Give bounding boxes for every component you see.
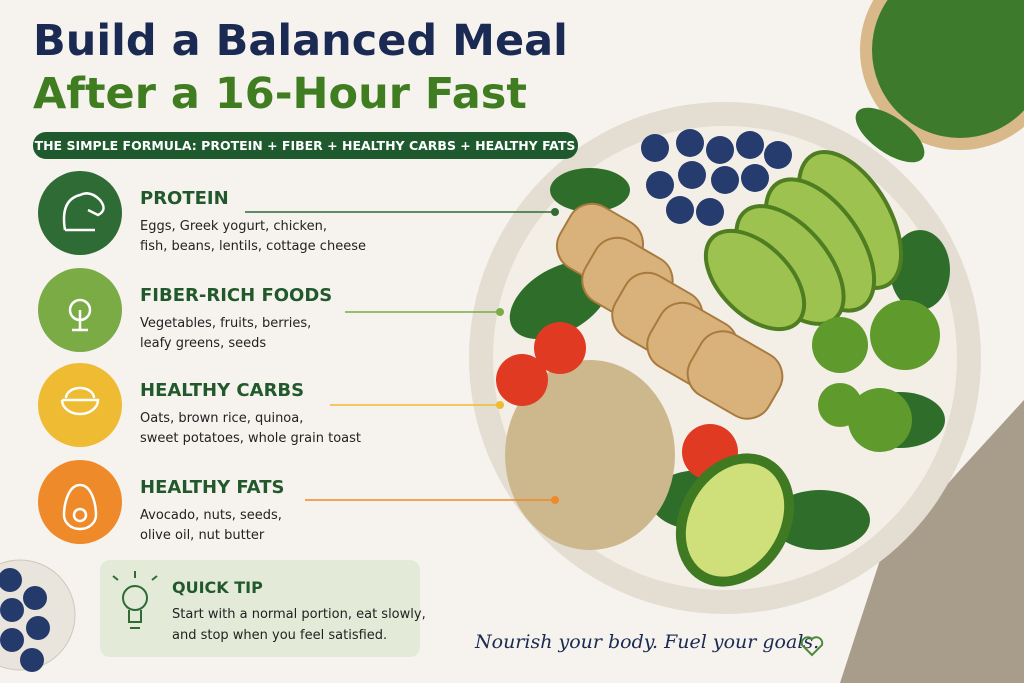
group-icon xyxy=(68,298,92,332)
spinach-bowl xyxy=(872,0,1024,138)
leader-dot xyxy=(496,401,504,409)
group-text: Oats, brown rice, quinoa, xyxy=(140,411,303,426)
heart xyxy=(800,636,824,657)
group-text: sweet potatoes, whole grain toast xyxy=(140,431,361,446)
tip-text: and stop when you feel satisfied. xyxy=(172,628,387,643)
tip-box xyxy=(100,560,420,657)
chicken xyxy=(556,202,784,420)
leader-dot xyxy=(496,308,504,316)
formula: THE SIMPLE FORMULA: PROTEIN + FIBER + HE… xyxy=(35,138,576,153)
group-text: fish, beans, lentils, cottage cheese xyxy=(140,239,366,254)
avocado-slices xyxy=(703,150,904,332)
tip-text: Start with a normal portion, eat slowly, xyxy=(172,607,426,622)
cloth xyxy=(840,400,1024,683)
group-heading: HEALTHY FATS xyxy=(140,477,284,498)
group-text: olive oil, nut butter xyxy=(140,528,265,543)
group-text: Avocado, nuts, seeds, xyxy=(140,508,282,523)
leaf xyxy=(855,107,925,163)
blueberries xyxy=(0,568,50,672)
group-icon-bg xyxy=(38,171,122,255)
group-heading: HEALTHY CARBS xyxy=(140,380,304,401)
group-icon xyxy=(62,192,105,232)
formula-pill xyxy=(33,132,578,159)
group-icon-bg xyxy=(38,363,122,447)
group-icon xyxy=(62,483,98,531)
group-text: Eggs, Greek yogurt, chicken, xyxy=(140,219,327,234)
bulb-icon xyxy=(112,571,158,629)
group-text: leafy greens, seeds xyxy=(140,336,266,351)
group-heading: PROTEIN xyxy=(140,188,229,209)
broccoli xyxy=(812,300,940,452)
group-heading: FIBER-RICH FOODS xyxy=(140,285,332,306)
title: Build a Balanced Meal xyxy=(33,16,568,66)
leader-dot xyxy=(551,208,559,216)
tagline: Nourish your body. Fuel your goals. xyxy=(474,631,819,653)
groups: PROTEIN Eggs, Greek yogurt, chicken, fish,… xyxy=(38,171,559,544)
quinoa xyxy=(505,360,675,550)
tip-title: QUICK TIP xyxy=(172,578,263,597)
group-icon xyxy=(60,386,100,416)
leader-dot xyxy=(551,496,559,504)
blueberries xyxy=(641,129,792,226)
group-icon-bg xyxy=(38,460,122,544)
group-text: Vegetables, fruits, berries, xyxy=(140,316,311,331)
title: After a 16-Hour Fast xyxy=(33,69,527,119)
avocado-flesh xyxy=(685,463,785,577)
